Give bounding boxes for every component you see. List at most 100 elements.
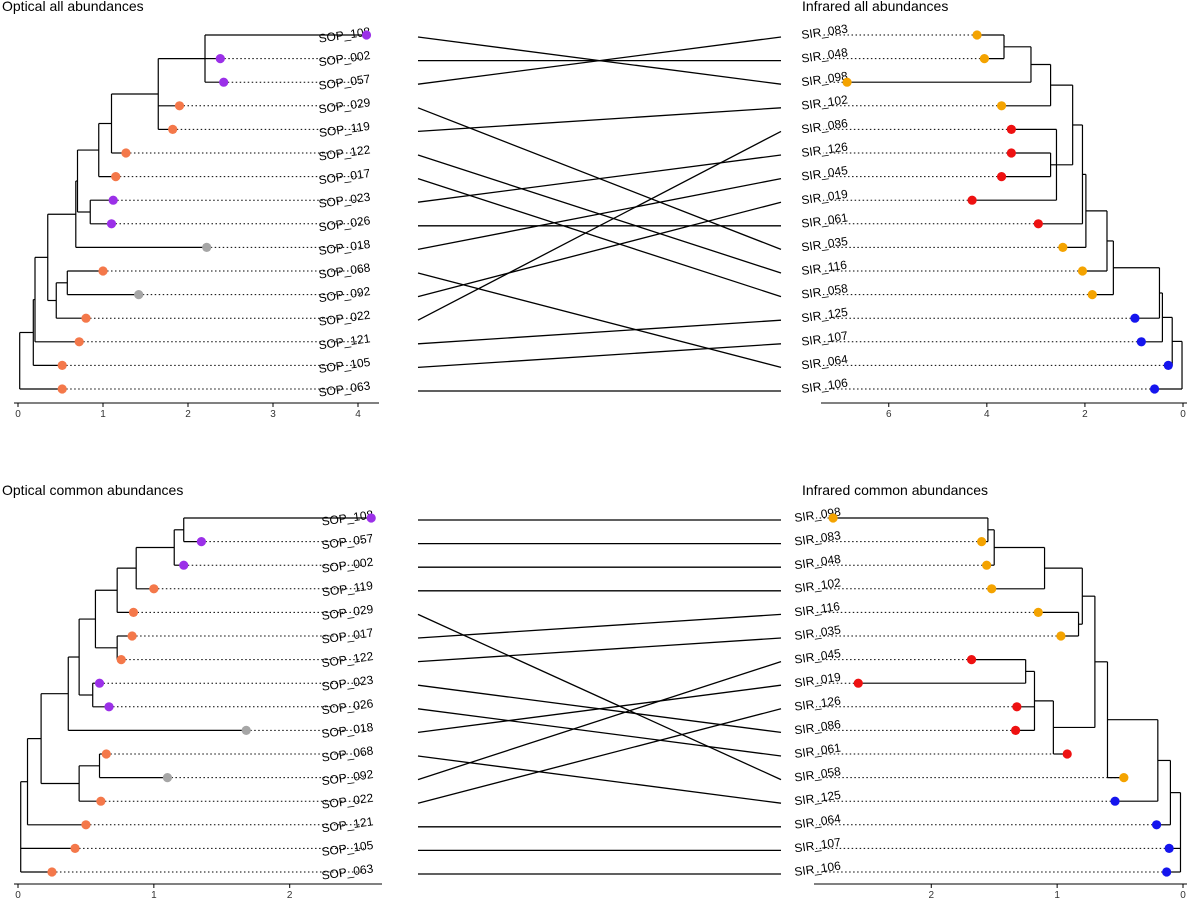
tip-label: SOP_017 <box>318 166 372 187</box>
tip-point <box>149 584 159 594</box>
tip-point <box>94 678 105 688</box>
tip-point <box>1087 290 1097 300</box>
tip-point <box>977 537 987 547</box>
tip-label: SIR_061 <box>793 741 842 761</box>
tip-label: SIR_102 <box>800 92 849 112</box>
tip-point <box>1077 266 1088 276</box>
tip-point <box>168 124 178 134</box>
tip-point <box>202 242 212 252</box>
infrared-common-dendrogram: SIR_098SIR_083SIR_048SIR_102SIR_116SIR_0… <box>793 505 1187 900</box>
tip-point <box>127 631 137 641</box>
tip-label: SIR_045 <box>793 646 842 666</box>
tanglegram-link <box>417 319 782 345</box>
tip-point <box>57 384 67 394</box>
tip-label: SIR_106 <box>793 859 842 879</box>
tanglegram-link <box>417 343 782 369</box>
tip-point <box>1110 796 1120 806</box>
tip-point <box>101 749 111 759</box>
optical-all-dendrogram: SOP_108SOP_002SOP_057SOP_029SOP_119SOP_1… <box>14 24 379 420</box>
tip-label: SOP_026 <box>318 213 372 234</box>
tip-point <box>1012 702 1022 712</box>
tip-label: SIR_116 <box>800 258 848 278</box>
tip-label: SOP_068 <box>318 260 372 281</box>
tip-point <box>996 101 1007 111</box>
tip-point <box>74 337 84 347</box>
tip-label: SIR_048 <box>800 45 849 65</box>
tanglegram-link <box>417 272 782 369</box>
tip-point <box>1062 749 1072 759</box>
tip-point <box>1006 148 1016 158</box>
tip-label: SIR_102 <box>793 575 842 595</box>
tanglegram-link <box>417 708 782 757</box>
tip-point <box>196 537 206 547</box>
tip-point <box>967 195 977 205</box>
tip-label: SOP_022 <box>318 308 372 329</box>
tip-point <box>174 101 185 111</box>
tip-point <box>979 54 989 64</box>
tip-point <box>96 796 106 806</box>
x-axis-tick-label: 2 <box>928 890 934 900</box>
tip-label: SOP_018 <box>321 720 375 741</box>
tip-label: SOP_108 <box>321 507 375 528</box>
tip-point <box>987 584 997 594</box>
tip-label: SIR_107 <box>800 328 849 348</box>
tip-point <box>1011 725 1021 736</box>
tip-point <box>215 54 225 64</box>
tip-point <box>104 702 114 712</box>
tip-label: SIR_116 <box>793 599 841 619</box>
tanglegram-link <box>417 130 782 321</box>
x-axis-tick-label: 0 <box>1180 890 1186 900</box>
tip-point <box>1033 607 1043 618</box>
tanglegram-link <box>417 177 782 251</box>
tip-point <box>972 30 982 40</box>
tip-label: SOP_026 <box>321 696 375 717</box>
tip-label: SIR_125 <box>800 305 849 325</box>
tip-label: SOP_018 <box>318 237 372 258</box>
panel-title-optical-common: Optical common abundances <box>2 482 183 498</box>
tip-point <box>1033 219 1043 229</box>
tip-label: SOP_002 <box>321 555 375 576</box>
tip-label: SOP_122 <box>321 649 375 670</box>
tanglegram-link <box>417 154 782 203</box>
infrared-all-dendrogram: SIR_083 SIR_048 SIR_098 SIR_102 SIR_086 SIR_1… <box>800 22 1187 420</box>
tip-point <box>1006 124 1016 134</box>
tip-point <box>1149 384 1160 394</box>
tip-point <box>241 725 251 736</box>
tip-label: SOP_023 <box>318 190 372 211</box>
tip-point <box>116 655 126 665</box>
panel-title-optical-all: Optical all abundances <box>2 0 144 14</box>
x-axis-tick-label: 1 <box>100 409 106 420</box>
tanglegram-link <box>417 201 782 298</box>
tanglegram-links-all <box>417 36 782 392</box>
tip-point <box>98 266 108 276</box>
tip-point <box>128 607 139 618</box>
x-axis-tick-label: 1 <box>151 890 157 900</box>
tip-label: SIR_083 <box>793 528 842 548</box>
tip-point <box>57 360 67 370</box>
x-axis-tick-label: 4 <box>984 409 990 420</box>
tip-point <box>366 513 376 523</box>
tip-label: SOP_017 <box>321 625 375 646</box>
tip-point <box>1151 820 1162 830</box>
tip-label: SOP_121 <box>321 814 375 835</box>
tip-label: SOP_057 <box>321 531 375 552</box>
tanglegram-link <box>417 107 782 133</box>
tip-point <box>1119 773 1129 783</box>
tip-label: SOP_029 <box>318 95 372 116</box>
tanglegram-link <box>417 637 782 663</box>
tip-point <box>1136 337 1146 347</box>
tip-label: SIR_125 <box>793 788 842 808</box>
tip-label: SIR_126 <box>793 693 842 713</box>
tanglegram-links-common <box>417 519 782 875</box>
tip-label: SOP_092 <box>321 767 375 788</box>
x-axis-tick-label: 0 <box>15 890 21 900</box>
tip-label: SOP_121 <box>318 331 372 352</box>
tip-label: SOP_022 <box>321 791 375 812</box>
x-axis-tick-label: 4 <box>355 409 361 420</box>
tip-point <box>81 313 91 323</box>
tip-point <box>70 843 80 854</box>
panel-title-infrared-common: Infrared common abundances <box>802 482 988 498</box>
tip-point <box>134 290 144 300</box>
tip-label: SIR_064 <box>800 352 849 372</box>
tip-label: SIR_107 <box>793 835 842 855</box>
